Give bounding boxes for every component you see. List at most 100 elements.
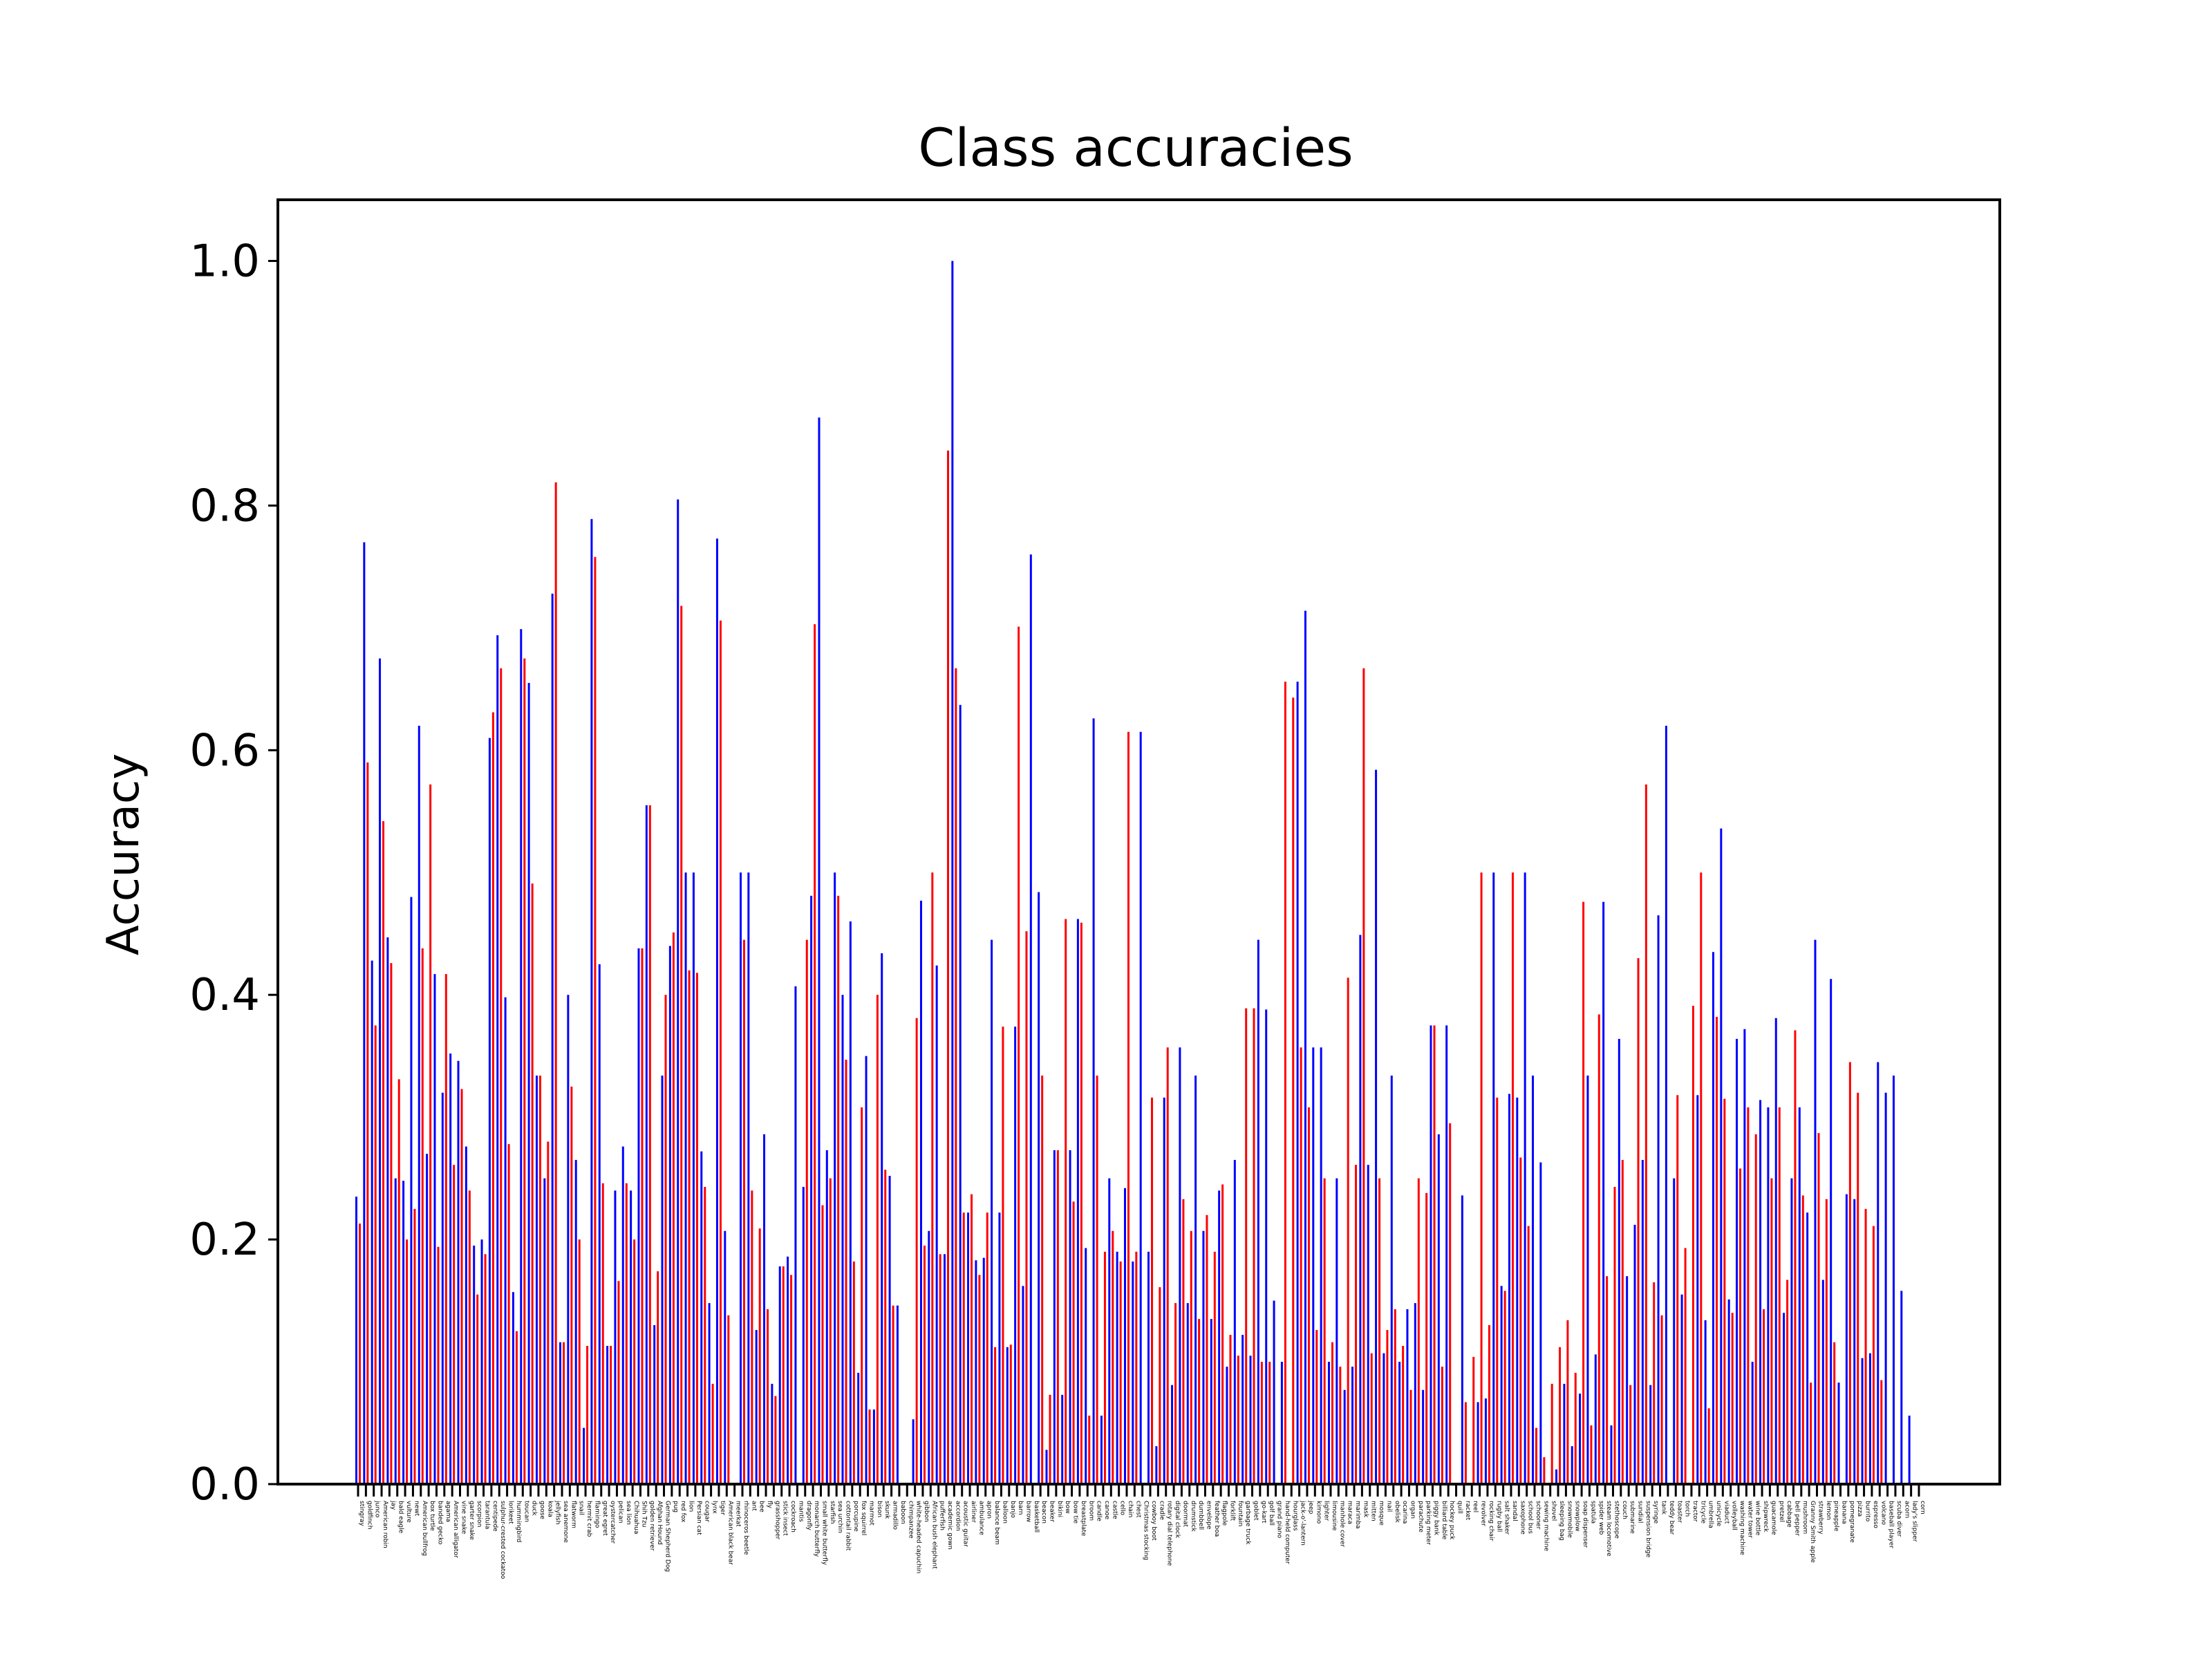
bar: [359, 1224, 361, 1484]
bar: [1524, 872, 1526, 1484]
bar: [527, 682, 530, 1485]
bar: [648, 805, 651, 1484]
x-tick-label: sea anemone: [562, 1501, 569, 1543]
bar: [1673, 1178, 1676, 1484]
bar: [677, 499, 679, 1484]
bar: [1088, 1415, 1091, 1484]
bar: [1696, 1095, 1699, 1484]
x-tick-label: organ: [1409, 1501, 1416, 1519]
bar: [1092, 718, 1095, 1484]
bar: [1535, 1427, 1538, 1484]
x-tick-label: cabbage: [1785, 1501, 1792, 1528]
bar: [1715, 1017, 1718, 1484]
bar: [614, 1190, 617, 1484]
bar: [1359, 935, 1362, 1484]
bar: [1018, 626, 1020, 1484]
bar: [1323, 1178, 1326, 1484]
bar: [1210, 1319, 1212, 1484]
bar: [1135, 1251, 1138, 1484]
x-tick-label: acoustic guitar: [962, 1501, 969, 1547]
y-axis-ticks: 0.0 0.2 0.4 0.6 0.8 1.0: [189, 236, 278, 1510]
x-tick-label: broom: [1087, 1501, 1094, 1521]
y-tick-label: 0.2: [189, 1215, 260, 1266]
bar: [1597, 1014, 1600, 1484]
bar: [547, 1141, 550, 1484]
bar: [621, 1146, 624, 1484]
bar: [1351, 1367, 1354, 1484]
bar: [559, 1342, 562, 1484]
x-tick-label: koala: [546, 1501, 553, 1517]
bar: [755, 1330, 758, 1484]
bar: [641, 948, 644, 1484]
x-tick-label: dragonfly: [805, 1501, 812, 1531]
x-tick-label: feather boa: [1213, 1501, 1220, 1537]
x-tick-label: fox squirrel: [860, 1501, 867, 1535]
bar: [955, 668, 957, 1484]
bar: [1343, 1389, 1346, 1484]
x-tick-label: chimpanzee: [907, 1501, 914, 1539]
bar: [790, 1275, 793, 1484]
bar: [763, 1134, 766, 1484]
bar: [971, 1194, 973, 1484]
bar: [480, 1239, 483, 1484]
x-tick-label: bow: [1064, 1501, 1071, 1514]
x-tick-label: snail: [578, 1501, 585, 1515]
bar: [975, 1260, 977, 1484]
bar: [818, 417, 821, 1484]
x-tick-label: baseball player: [1888, 1501, 1895, 1548]
bar: [1312, 1047, 1315, 1484]
x-tick-label: rotary dial telephone: [1166, 1501, 1173, 1566]
bar: [928, 1230, 930, 1484]
bar: [852, 1261, 855, 1484]
bar: [543, 1178, 546, 1484]
x-tick-label: flatworm: [570, 1501, 577, 1528]
x-tick-label: parachute: [1417, 1501, 1424, 1533]
x-tick-label: drumstick: [1190, 1501, 1197, 1533]
y-tick-label: 0.0: [189, 1459, 260, 1510]
x-tick-label: bell pepper: [1793, 1501, 1800, 1536]
x-tick-label: cougar: [703, 1501, 710, 1522]
bar: [994, 1347, 997, 1484]
x-tick-label: mushroom: [1801, 1501, 1808, 1534]
bar: [457, 1060, 460, 1484]
x-tick-label: beacon: [1040, 1501, 1047, 1524]
x-tick-label: balance beam: [993, 1501, 1000, 1545]
bar: [1830, 979, 1833, 1484]
bar: [1637, 958, 1640, 1484]
x-tick-label: American black bear: [727, 1501, 733, 1565]
bar: [939, 1254, 941, 1484]
bar: [1566, 1320, 1569, 1484]
x-tick-label: American bullfrog: [421, 1501, 428, 1556]
bar: [865, 1056, 868, 1484]
bar: [1069, 1150, 1071, 1484]
x-tick-label: Persian cat: [695, 1501, 702, 1535]
bar: [1382, 1353, 1385, 1484]
bar: [394, 1178, 397, 1484]
bar: [538, 1075, 541, 1484]
x-tick-label: armadillo: [892, 1501, 899, 1530]
x-tick-label: guacamole: [1770, 1501, 1777, 1535]
bar: [421, 948, 424, 1484]
bar: [1464, 1402, 1467, 1484]
bar: [680, 606, 683, 1484]
bar: [1257, 939, 1259, 1484]
bar: [1704, 1320, 1707, 1484]
x-tick-label: nail: [1385, 1501, 1392, 1512]
bar: [688, 970, 691, 1484]
bar: [590, 518, 593, 1484]
bar: [711, 1383, 714, 1484]
bar: [684, 872, 687, 1484]
bar: [1249, 1356, 1252, 1484]
bar: [1119, 1261, 1122, 1484]
x-tick-label: tricycle: [1699, 1501, 1706, 1524]
bar: [1304, 610, 1306, 1484]
x-tick-label: forklift: [1228, 1501, 1235, 1521]
bar: [672, 932, 675, 1484]
x-tick-label: box turtle: [429, 1501, 435, 1531]
bar: [1461, 1195, 1463, 1484]
bar: [1563, 1383, 1566, 1484]
bar: [531, 883, 534, 1484]
x-tick-label: espresso: [1872, 1501, 1879, 1528]
bar: [1123, 1188, 1126, 1484]
